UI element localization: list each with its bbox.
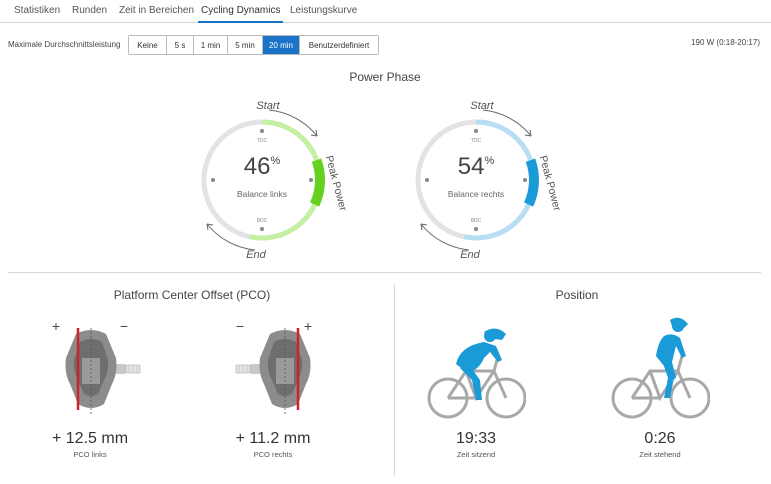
pco-left-label: PCO links bbox=[73, 450, 107, 459]
svg-text:−: − bbox=[236, 318, 244, 334]
svg-text:Start: Start bbox=[256, 100, 280, 112]
pco-right-label: PCO rechts bbox=[253, 450, 293, 459]
pco-right-value: + 11.2 mm bbox=[235, 430, 311, 447]
tab-statistiken[interactable]: Statistiken bbox=[14, 5, 61, 16]
section-divider bbox=[8, 272, 761, 273]
svg-text:+: + bbox=[304, 318, 312, 334]
svg-text:Start: Start bbox=[470, 100, 494, 112]
svg-text:TDC: TDC bbox=[257, 138, 268, 144]
svg-text:BDC: BDC bbox=[471, 218, 482, 224]
selected-range: 190 W (0:18-20:17) bbox=[691, 38, 760, 47]
tab-leistungskurve[interactable]: Leistungskurve bbox=[290, 5, 358, 16]
option-1min[interactable]: 1 min bbox=[194, 36, 228, 54]
svg-text:TDC: TDC bbox=[471, 138, 482, 144]
max-avg-power-label: Maximale Durchschnittsleistung bbox=[8, 40, 121, 49]
tab-runden[interactable]: Runden bbox=[72, 5, 108, 16]
option-benutzerdefiniert[interactable]: Benutzerdefiniert bbox=[300, 36, 378, 54]
svg-text:−: − bbox=[120, 318, 128, 334]
power-phase-title: Power Phase bbox=[349, 70, 421, 84]
balance-right-percent: 54% bbox=[457, 153, 495, 180]
pco-left-value: + 12.5 mm bbox=[51, 430, 129, 447]
svg-text:End: End bbox=[460, 249, 480, 261]
tab-bar: Statistiken Runden Zeit in Bereichen Cyc… bbox=[0, 0, 771, 23]
column-divider bbox=[394, 284, 395, 476]
power-phase-left-dial: TDC BDC Start End Peak Power 46% Balance… bbox=[177, 95, 347, 265]
power-phase-right-graphic: TDC BDC Start End Peak Power bbox=[415, 100, 561, 261]
standing-label: Zeit stehend bbox=[639, 450, 681, 459]
standing-rider-icon bbox=[610, 316, 711, 422]
seated-label: Zeit sitzend bbox=[456, 450, 496, 459]
seated-rider-icon bbox=[426, 316, 527, 422]
svg-text:End: End bbox=[246, 249, 266, 261]
balance-left-label: Balance links bbox=[236, 189, 288, 199]
seated-time: 19:33 bbox=[455, 430, 497, 447]
tab-zeit-in-bereichen[interactable]: Zeit in Bereichen bbox=[119, 5, 195, 16]
max-avg-power-selector: Keine 5 s 1 min 5 min 20 min Benutzerdef… bbox=[128, 35, 379, 55]
pedal-left-icon: + − bbox=[46, 318, 156, 418]
balance-right-label: Balance rechts bbox=[447, 189, 505, 199]
pco-title: Platform Center Offset (PCO) bbox=[113, 288, 271, 302]
svg-text:BDC: BDC bbox=[257, 218, 268, 224]
power-phase-right-dial: TDC BDC Start End Peak Power 54% Balance… bbox=[391, 95, 561, 265]
option-5min[interactable]: 5 min bbox=[228, 36, 263, 54]
balance-left-percent: 46% bbox=[243, 153, 281, 180]
option-20min[interactable]: 20 min bbox=[263, 36, 300, 54]
option-keine[interactable]: Keine bbox=[129, 36, 167, 54]
position-title: Position bbox=[555, 288, 599, 302]
pedal-right-icon: − + bbox=[220, 318, 330, 418]
standing-time: 0:26 bbox=[644, 430, 676, 447]
option-5s[interactable]: 5 s bbox=[167, 36, 194, 54]
svg-text:+: + bbox=[52, 318, 60, 334]
power-phase-left-graphic: TDC BDC Start End Peak Power bbox=[201, 100, 347, 261]
tab-cycling-dynamics[interactable]: Cycling Dynamics bbox=[198, 5, 284, 23]
